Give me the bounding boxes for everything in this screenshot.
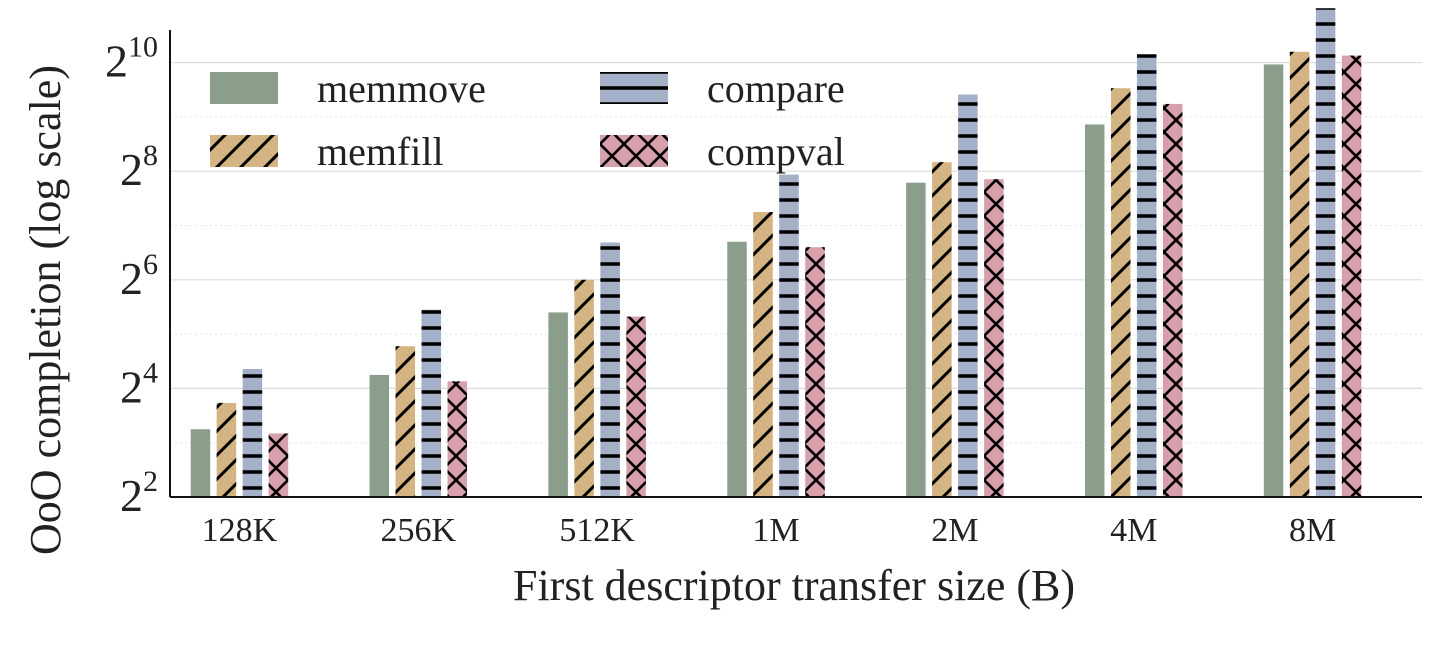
y-tick-exponent: 2 [143, 465, 158, 498]
y-tick-exponent: 4 [143, 356, 158, 389]
bar-fill [906, 182, 926, 497]
bar-memfill-256K [395, 346, 416, 497]
bar-fill [369, 374, 390, 497]
bar-memmove-1M [727, 241, 747, 497]
bar-memfill-1M [753, 212, 773, 497]
legend-swatch-pattern [600, 135, 668, 167]
bar-compare-2M [958, 94, 978, 497]
y-tick-exponent: 10 [128, 31, 158, 64]
bar-memfill-2M [932, 162, 952, 498]
bar-compare-8M [1315, 8, 1336, 497]
bar-pattern [1136, 54, 1157, 498]
y-tick-base: 2 [120, 361, 143, 412]
bar-pattern [753, 212, 773, 497]
legend-item-memfill: memfill [210, 129, 444, 174]
legend-item-compval: compval [600, 129, 845, 174]
x-tick-label: 4M [1110, 512, 1157, 549]
bar-memmove-128K [190, 429, 211, 497]
y-tick-base: 2 [120, 253, 143, 304]
bar-pattern [805, 247, 825, 497]
bar-memmove-512K [548, 312, 568, 497]
y-tick-base: 2 [120, 470, 143, 521]
legend-label: compare [707, 66, 845, 111]
y-tick-label: 26 [120, 248, 158, 304]
x-tick-label: 2M [931, 512, 978, 549]
bar-pattern [1289, 51, 1310, 498]
bar-pattern [984, 179, 1004, 497]
y-tick-exponent: 6 [143, 248, 158, 281]
y-tick-label: 210 [105, 31, 158, 87]
bar-memfill-512K [574, 279, 594, 497]
bar-pattern [268, 433, 289, 497]
y-tick-base: 2 [120, 144, 143, 195]
bar-pattern [1162, 103, 1183, 497]
bar-compval-256K [447, 381, 468, 497]
bars [190, 8, 1362, 498]
legend-label: memmove [317, 66, 486, 111]
bar-pattern [626, 316, 646, 497]
bar-memmove-2M [906, 182, 926, 497]
bar-memmove-8M [1263, 64, 1284, 497]
legend-item-compare: compare [600, 66, 845, 111]
legend-label: memfill [317, 129, 444, 174]
legend: memmove memfill compare compval [210, 66, 845, 174]
bar-compval-1M [805, 247, 825, 497]
bar-fill [1263, 64, 1284, 497]
x-tick-label: 512K [559, 512, 635, 549]
x-tick-label: 256K [381, 512, 457, 549]
legend-item-memmove: memmove [210, 66, 486, 111]
y-tick-label: 22 [120, 465, 158, 521]
bar-compval-512K [626, 316, 646, 497]
bar-fill [190, 429, 211, 497]
bar-pattern [574, 279, 594, 497]
bar-compval-8M [1341, 55, 1362, 497]
bar-memmove-4M [1084, 124, 1105, 497]
bar-pattern [600, 242, 620, 497]
bar-compval-2M [984, 179, 1004, 497]
y-tick-label: 28 [120, 139, 158, 195]
bar-pattern [932, 162, 952, 498]
legend-label: compval [707, 129, 845, 174]
x-axis-title: First descriptor transfer size (B) [513, 561, 1075, 610]
y-tick-label: 24 [120, 356, 158, 412]
y-axis-title: OoO completion (log scale) [21, 65, 70, 555]
bar-pattern [1341, 55, 1362, 497]
bar-fill [1084, 124, 1105, 497]
bar-memfill-4M [1110, 88, 1131, 498]
x-tick-label: 8M [1289, 512, 1336, 549]
legend-swatch [210, 72, 278, 104]
bar-fill [548, 312, 568, 497]
x-tick-label: 1M [752, 512, 799, 549]
bar-pattern [958, 94, 978, 497]
y-tick-exponent: 8 [143, 139, 158, 172]
bar-compare-4M [1136, 54, 1157, 498]
bar-compval-128K [268, 433, 289, 497]
bar-pattern [395, 346, 416, 497]
legend-swatch-pattern [600, 72, 668, 104]
bar-memfill-128K [216, 402, 237, 497]
bar-pattern [1110, 88, 1131, 498]
bar-memmove-256K [369, 374, 390, 497]
bar-compare-128K [242, 368, 263, 497]
bar-pattern [447, 381, 468, 497]
bar-compval-4M [1162, 103, 1183, 497]
bar-pattern [242, 368, 263, 497]
bar-memfill-8M [1289, 51, 1310, 498]
bar-pattern [1315, 8, 1336, 497]
bar-compare-1M [779, 174, 799, 497]
bar-pattern [421, 309, 442, 497]
y-tick-base: 2 [105, 36, 128, 87]
x-tick-label: 128K [202, 512, 278, 549]
legend-swatch-pattern [210, 135, 278, 167]
bar-pattern [216, 402, 237, 497]
bar-fill [727, 241, 747, 497]
bar-compare-512K [600, 242, 620, 497]
bar-pattern [779, 174, 799, 497]
bar-compare-256K [421, 309, 442, 497]
